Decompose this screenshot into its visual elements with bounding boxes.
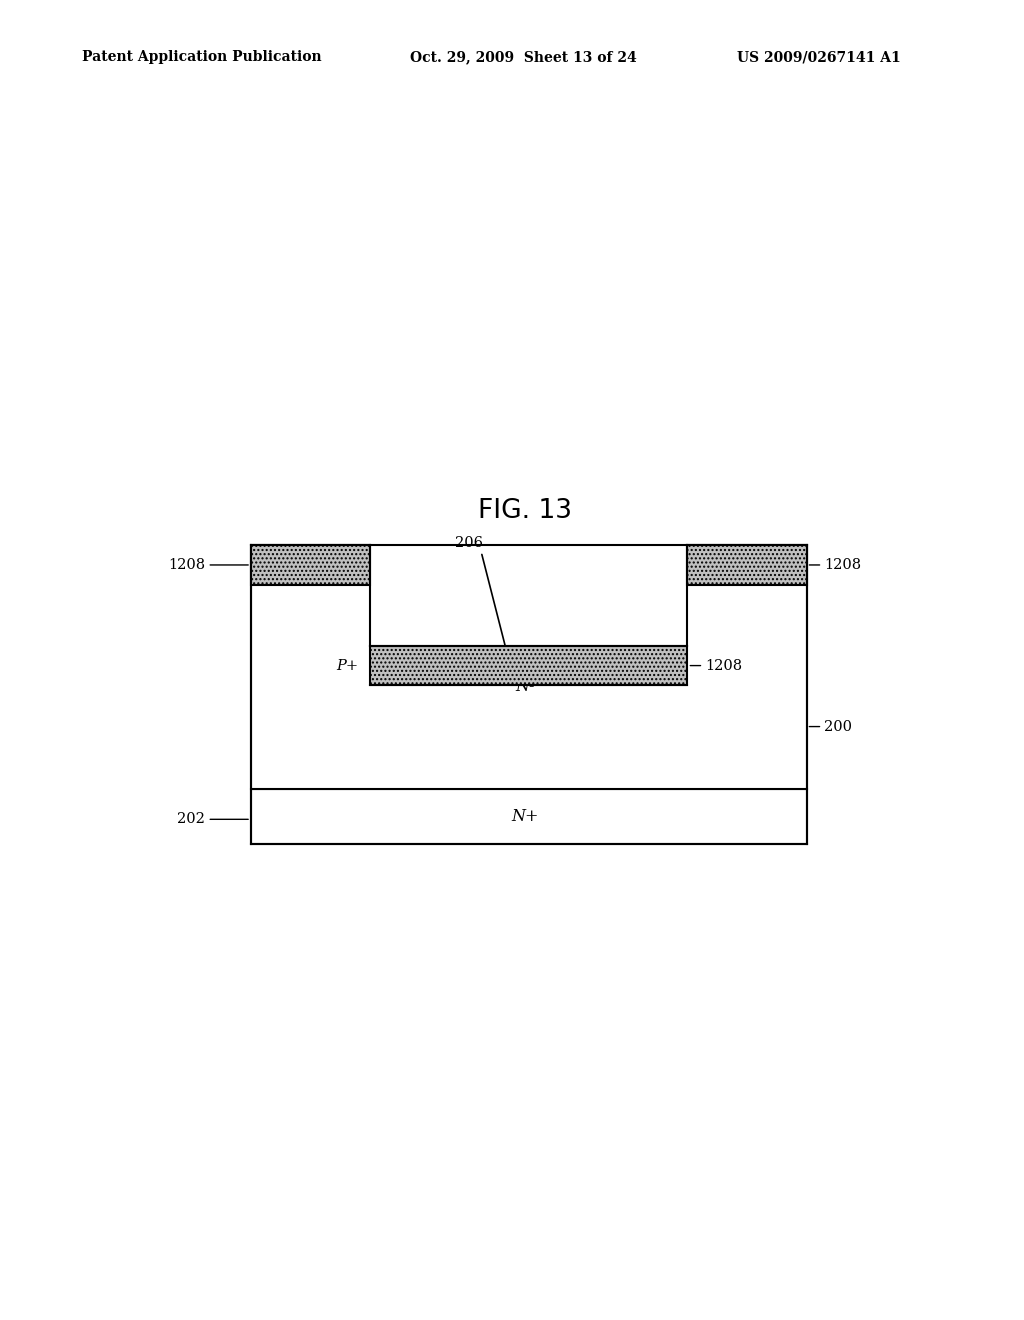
Text: 200: 200 xyxy=(824,719,852,734)
Bar xyxy=(251,545,370,585)
Text: Oct. 29, 2009  Sheet 13 of 24: Oct. 29, 2009 Sheet 13 of 24 xyxy=(410,50,636,65)
Text: 202: 202 xyxy=(177,812,205,826)
Text: 1208: 1208 xyxy=(705,659,742,673)
Text: 1208: 1208 xyxy=(168,558,205,572)
Text: N-: N- xyxy=(515,678,535,696)
Text: Patent Application Publication: Patent Application Publication xyxy=(82,50,322,65)
Bar xyxy=(251,788,807,845)
Text: 1208: 1208 xyxy=(824,558,861,572)
Text: US 2009/0267141 A1: US 2009/0267141 A1 xyxy=(737,50,901,65)
Text: FIG. 13: FIG. 13 xyxy=(478,499,571,524)
Bar xyxy=(251,545,807,788)
Text: 206: 206 xyxy=(456,536,483,549)
Bar xyxy=(687,545,807,585)
Bar xyxy=(370,647,687,685)
Text: P+: P+ xyxy=(336,659,358,673)
Text: N+: N+ xyxy=(511,808,539,825)
